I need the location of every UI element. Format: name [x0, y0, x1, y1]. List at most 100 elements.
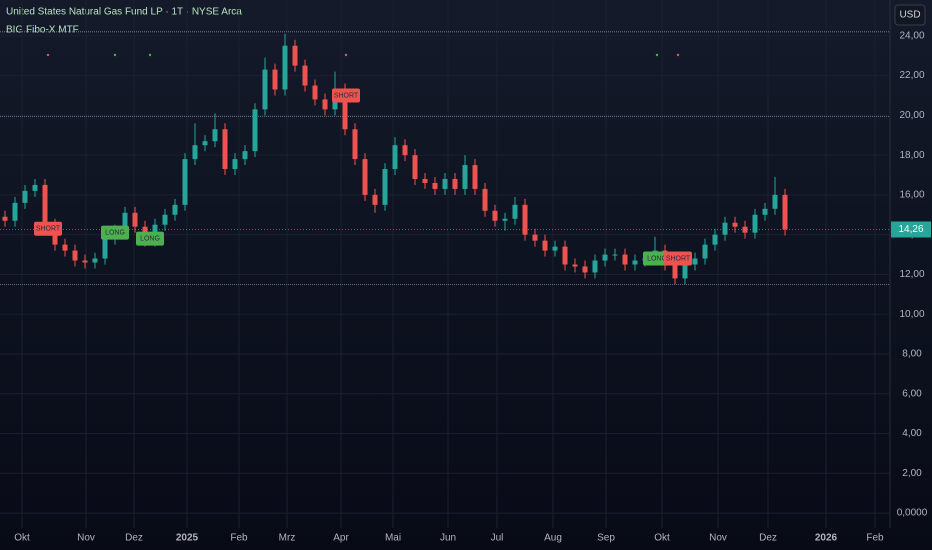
signal-dot	[676, 53, 680, 57]
y-tick-label: 8,00	[902, 349, 922, 360]
candle-body	[502, 218, 508, 221]
candle-body	[612, 254, 618, 256]
x-tick-label: Mai	[385, 533, 401, 544]
candle-body	[372, 194, 378, 205]
signal-dot	[148, 53, 152, 57]
candle-body	[232, 159, 238, 170]
candle-body	[692, 258, 698, 265]
candle-body	[732, 222, 738, 227]
candle-body	[392, 145, 398, 170]
signal-label: SHORT	[36, 226, 61, 233]
candle-body	[562, 246, 568, 265]
signal-dot	[344, 53, 348, 57]
candle-body	[472, 165, 478, 189]
signal-label: LONG	[140, 235, 160, 242]
candle-body	[422, 178, 428, 183]
candle-body	[312, 85, 318, 100]
candle-body	[92, 258, 98, 263]
candle-body	[282, 45, 288, 90]
candle-body	[552, 246, 558, 251]
candle-body	[602, 254, 608, 261]
candle-body	[592, 260, 598, 273]
candle-body	[12, 202, 18, 221]
candle-body	[772, 194, 778, 209]
x-tick-label: 2026	[815, 533, 838, 544]
candle-body	[632, 260, 638, 265]
y-tick-label: 10,00	[899, 309, 924, 320]
candle-body	[512, 204, 518, 219]
candle-body	[582, 266, 588, 273]
candle-body	[462, 165, 468, 189]
candle-body	[682, 264, 688, 279]
candle-body	[162, 214, 168, 225]
signal-label: LONG	[647, 255, 667, 262]
x-tick-label: Nov	[709, 533, 727, 544]
x-tick-label: Jun	[440, 533, 456, 544]
candle-body	[322, 99, 328, 110]
candle-body	[542, 240, 548, 251]
candle-body	[242, 151, 248, 160]
x-tick-label: Okt	[654, 533, 670, 544]
currency-button[interactable]	[894, 4, 926, 26]
candle-body	[352, 129, 358, 160]
candle-body	[532, 234, 538, 241]
x-tick-label: 2025	[176, 533, 199, 544]
signal-box	[34, 221, 62, 236]
candle-body	[102, 238, 108, 259]
signal-dot	[46, 53, 50, 57]
signal-label: SHORT	[334, 92, 359, 99]
candle-body	[482, 188, 488, 211]
y-tick-label: 2,00	[902, 468, 922, 479]
candle-body	[622, 254, 628, 265]
candle-body	[442, 178, 448, 189]
candle-body	[702, 244, 708, 259]
currency-label: USD	[899, 10, 920, 21]
y-tick-label: 0,0000	[897, 508, 928, 519]
candle-body	[752, 214, 758, 233]
candle-body	[492, 210, 498, 221]
x-tick-label: Jul	[491, 533, 504, 544]
candle-body	[762, 208, 768, 215]
candle-body	[672, 264, 678, 279]
candle-body	[722, 222, 728, 235]
candle-body	[72, 250, 78, 261]
candle-body	[252, 109, 258, 152]
candle-body	[522, 204, 528, 235]
candle-body	[712, 234, 718, 245]
candle-body	[262, 69, 268, 110]
candle-body	[292, 45, 298, 66]
x-tick-label: Sep	[597, 533, 615, 544]
signal-box	[664, 251, 692, 266]
y-tick-label: 18,00	[899, 150, 924, 161]
signal-box	[332, 88, 360, 103]
x-tick-label: Feb	[866, 533, 884, 544]
candle-body	[452, 178, 458, 189]
x-tick-label: Dez	[125, 533, 143, 544]
signal-label: SHORT	[666, 255, 691, 262]
candle-body	[182, 159, 188, 205]
candle-body	[172, 204, 178, 215]
candle-body	[222, 129, 228, 170]
x-tick-label: Okt	[14, 533, 30, 544]
candle-body	[432, 182, 438, 189]
candle-body	[302, 65, 308, 86]
y-tick-label: 4,00	[902, 428, 922, 439]
x-tick-label: Dez	[759, 533, 777, 544]
y-tick-label: 24,00	[899, 30, 924, 41]
candle-body	[82, 260, 88, 263]
candle-body	[382, 169, 388, 205]
candle-body	[132, 212, 138, 227]
candle-body	[32, 184, 38, 191]
y-tick-label: 22,00	[899, 70, 924, 81]
y-tick-label: 6,00	[902, 388, 922, 399]
signal-box	[136, 231, 164, 246]
last-price-label: 14,26	[898, 224, 923, 235]
x-tick-label: Nov	[77, 533, 95, 544]
x-tick-label: Aug	[544, 533, 562, 544]
candle-body	[192, 145, 198, 160]
candle-body	[42, 184, 48, 225]
candle-body	[2, 216, 8, 221]
signal-dot	[113, 53, 117, 57]
